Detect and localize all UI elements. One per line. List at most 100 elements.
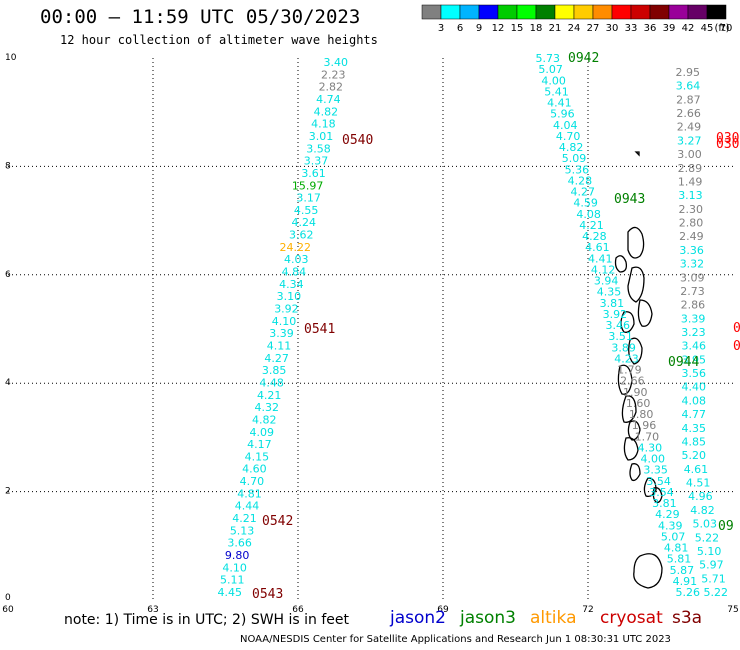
colorbar-label: 27 bbox=[587, 23, 600, 34]
wave-height-label: 4.40 bbox=[682, 381, 707, 394]
wave-height-label: 5.07 bbox=[661, 530, 686, 543]
lon-tick-label: 75 bbox=[727, 605, 738, 615]
wave-height-label: 3.62 bbox=[289, 229, 314, 242]
wave-height-label: 3.51 bbox=[608, 330, 633, 343]
time-stamp-label: 0540 bbox=[342, 133, 373, 148]
colorbar-label: 3 bbox=[438, 23, 444, 34]
wave-height-label: 4.10 bbox=[272, 315, 297, 328]
wave-height-label: 2.66 bbox=[676, 107, 701, 120]
wave-height-label: 4.82 bbox=[252, 413, 277, 426]
colorbar-label: 33 bbox=[625, 23, 638, 34]
wave-height-label: 3.94 bbox=[594, 275, 619, 288]
time-stamp-label: 0 bbox=[733, 321, 740, 336]
wave-height-label: 3.95 bbox=[682, 353, 707, 366]
wave-height-label: 3.85 bbox=[262, 364, 287, 377]
wave-height-label: 1.80 bbox=[629, 408, 654, 421]
wave-height-label: 2.86 bbox=[681, 299, 706, 312]
lon-tick-label: 63 bbox=[147, 605, 158, 615]
island-outline bbox=[617, 364, 633, 395]
wave-height-label: 4.61 bbox=[585, 241, 610, 254]
note-text: note: 1) Time is in UTC; 2) SWH is in fe… bbox=[64, 612, 350, 628]
colorbar-label: 15 bbox=[511, 23, 524, 34]
wave-height-label: 4.84 bbox=[282, 266, 307, 279]
colorbar-swatch bbox=[440, 4, 461, 20]
wave-height-label: 5.41 bbox=[544, 85, 569, 98]
wave-height-label: 4.28 bbox=[568, 174, 593, 187]
island-outline bbox=[633, 553, 663, 589]
colorbar-legend: 3 6 9 12 15 18 21 24 27 30 33 36 39 42 45 70(ft) bbox=[421, 4, 733, 34]
wave-height-label: 9.80 bbox=[225, 549, 250, 562]
wave-height-label: 4.17 bbox=[247, 438, 272, 451]
colorbar-swatch bbox=[535, 4, 556, 20]
wave-height-label: 4.32 bbox=[254, 401, 279, 414]
island-outline bbox=[628, 337, 643, 365]
wave-height-label: 4.18 bbox=[311, 118, 336, 131]
wave-height-label: 3.56 bbox=[682, 367, 707, 380]
wave-height-label: 4.35 bbox=[682, 422, 707, 435]
island-outline bbox=[620, 311, 635, 333]
colorbar-swatch bbox=[592, 4, 613, 20]
colorbar-label: 70 bbox=[720, 23, 733, 34]
wave-height-label: 4.51 bbox=[686, 477, 711, 490]
time-stamp-label: 09 bbox=[718, 519, 734, 534]
wave-height-label: 3.89 bbox=[611, 341, 636, 354]
colorbar-swatch bbox=[687, 4, 708, 20]
wave-height-label: 4.44 bbox=[235, 500, 260, 513]
wave-height-label: 3.27 bbox=[677, 134, 702, 147]
time-stamp-label: 0541 bbox=[304, 322, 335, 337]
colorbar-swatch bbox=[554, 4, 575, 20]
wave-height-label: 3.10 bbox=[277, 290, 302, 303]
time-stamp-label: 030 bbox=[716, 131, 739, 146]
wave-height-label: 5.13 bbox=[230, 524, 255, 537]
wave-height-label: 5.81 bbox=[667, 553, 692, 566]
wave-height-label: 4.35 bbox=[597, 286, 622, 299]
wave-height-label: 3.92 bbox=[274, 303, 299, 316]
wave-height-label: 4.81 bbox=[664, 542, 689, 555]
time-stamp-label: 0 bbox=[733, 339, 740, 354]
wave-height-label: 3.58 bbox=[306, 142, 331, 155]
wave-height-label: 3.81 bbox=[652, 497, 677, 510]
wave-height-label: 3.00 bbox=[677, 148, 702, 161]
wave-height-label: 3.17 bbox=[296, 192, 321, 205]
wave-height-label: 2.66 bbox=[620, 375, 645, 388]
wave-height-label: 5.71 bbox=[701, 572, 726, 585]
lat-tick-label: 6 bbox=[5, 270, 11, 280]
wave-height-label: 3.39 bbox=[269, 327, 294, 340]
colorbar-label: 18 bbox=[530, 23, 543, 34]
wave-height-label: 15.97 bbox=[292, 179, 324, 192]
wave-height-label: 4.60 bbox=[242, 463, 267, 476]
wave-height-label: 24.22 bbox=[280, 241, 312, 254]
wave-height-label: 4.00 bbox=[641, 453, 666, 466]
wave-height-label: 3.61 bbox=[301, 167, 326, 180]
wave-height-label: 4.27 bbox=[571, 186, 596, 199]
wave-height-label: 4.96 bbox=[688, 490, 713, 503]
colorbar-swatch bbox=[630, 4, 651, 20]
colorbar-swatch bbox=[706, 4, 727, 20]
axis-ticks: 60 63 66 69 72 75 0 2 4 6 8 10 bbox=[2, 53, 738, 615]
wave-height-label: 5.09 bbox=[562, 152, 587, 165]
wave-height-label: 4.70 bbox=[240, 475, 265, 488]
wave-height-label: 3.39 bbox=[681, 312, 706, 325]
wave-height-label: 4.61 bbox=[684, 463, 709, 476]
wave-height-label: 4.41 bbox=[588, 252, 613, 265]
wave-height-label: 2.30 bbox=[679, 203, 704, 216]
wave-height-label: 4.08 bbox=[576, 208, 601, 221]
wave-height-label: 4.82 bbox=[314, 105, 339, 118]
wave-height-label: 4.55 bbox=[294, 204, 319, 217]
wave-height-label: 3.32 bbox=[680, 258, 705, 271]
satellite-jason2: jason2 bbox=[390, 608, 446, 628]
wave-height-label: 3.46 bbox=[682, 340, 707, 353]
wave-height-label: 4.27 bbox=[264, 352, 289, 365]
wave-height-label: 5.22 bbox=[695, 531, 720, 544]
wave-height-label: 2.87 bbox=[676, 93, 701, 106]
colorbar-swatch bbox=[497, 4, 518, 20]
wave-height-label: 4.85 bbox=[682, 435, 707, 448]
wave-height-label: 5.07 bbox=[538, 63, 563, 76]
wave-height-label: 4.29 bbox=[655, 508, 680, 521]
lon-tick-label: 66 bbox=[292, 605, 304, 615]
wave-height-label: 4.30 bbox=[638, 441, 663, 454]
time-stamp-label: 0944 bbox=[668, 355, 699, 370]
satellite-jason3: jason3 bbox=[460, 608, 516, 628]
colorbar-label: 39 bbox=[663, 23, 676, 34]
map-subtitle: 12 hour collection of altimeter wave hei… bbox=[60, 33, 378, 47]
